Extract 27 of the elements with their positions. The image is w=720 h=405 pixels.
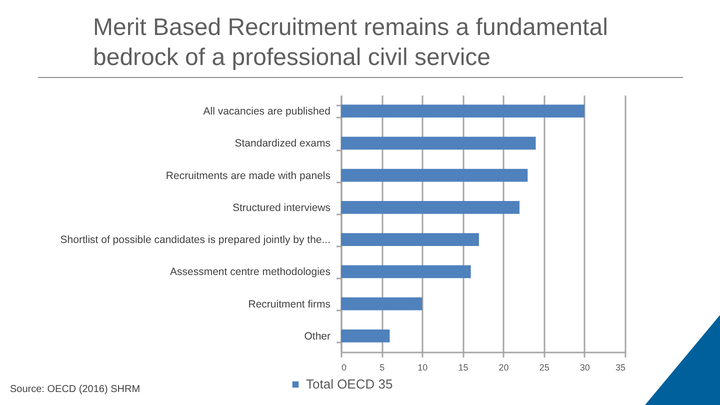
x-tick-label: 0 bbox=[342, 362, 347, 372]
bar bbox=[341, 265, 471, 278]
y-tick-label: Recruitment firms bbox=[248, 298, 330, 310]
y-tick-label: All vacancies are published bbox=[203, 106, 331, 118]
bar bbox=[341, 297, 422, 310]
bar bbox=[341, 168, 528, 182]
y-tick-label: Shortlist of possible candidates is prepared jointly by the... bbox=[60, 234, 330, 246]
x-tick-label: 35 bbox=[615, 362, 626, 372]
y-tick-label: Recruitments are made with panels bbox=[166, 170, 330, 182]
x-tick-label: 10 bbox=[418, 362, 428, 372]
x-tick-label: 5 bbox=[380, 362, 385, 372]
y-tick-label: Assessment centre methodologies bbox=[170, 266, 330, 278]
bar bbox=[341, 330, 390, 342]
bar bbox=[341, 201, 520, 214]
x-tick-label: 30 bbox=[580, 362, 590, 372]
bar bbox=[341, 104, 584, 118]
legend-label: Total OECD 35 bbox=[306, 376, 393, 392]
x-tick-label: 15 bbox=[458, 362, 468, 372]
y-tick-label: Standardized exams bbox=[234, 138, 330, 150]
source-note: Source: OECD (2016) SHRM bbox=[10, 384, 140, 395]
y-tick-label: Structured interviews bbox=[232, 202, 330, 214]
bar bbox=[341, 136, 536, 150]
y-tick-label: Other bbox=[304, 330, 331, 342]
x-tick-label: 25 bbox=[539, 362, 550, 372]
chart-title: Merit Based Recruitment remains a fundamental bedrock of a professional civil service bbox=[93, 13, 609, 73]
bar bbox=[341, 233, 479, 246]
x-tick-label: 20 bbox=[498, 362, 509, 372]
